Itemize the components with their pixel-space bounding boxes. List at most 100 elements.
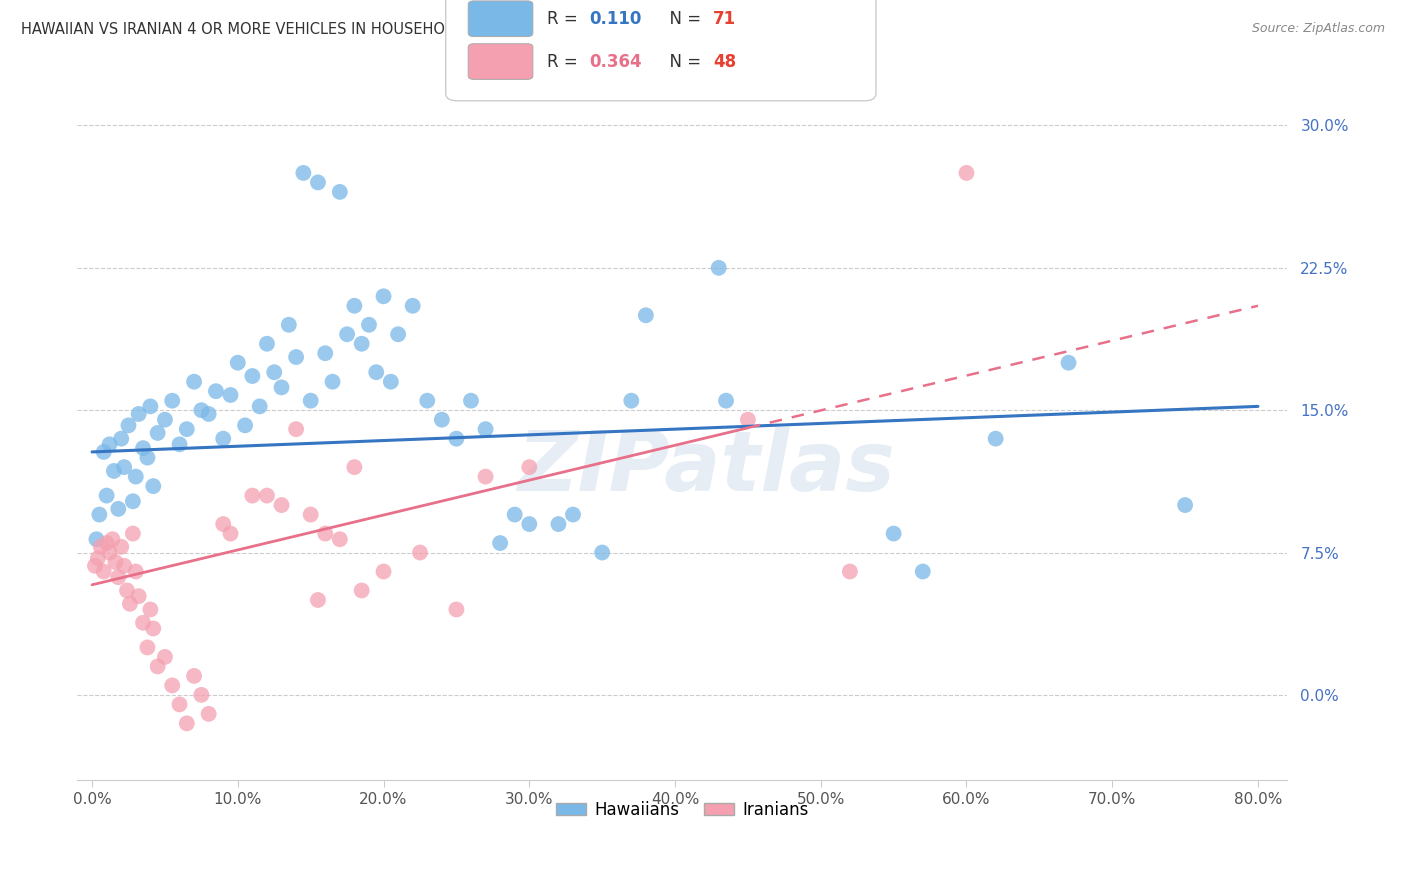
Point xyxy=(322,375,344,389)
Text: 71: 71 xyxy=(713,10,735,28)
Point xyxy=(90,540,112,554)
Point xyxy=(169,437,191,451)
Point xyxy=(142,622,165,636)
Point xyxy=(591,545,613,559)
Point xyxy=(446,602,468,616)
Point xyxy=(125,565,148,579)
Point xyxy=(249,400,271,414)
Point xyxy=(373,289,395,303)
Point xyxy=(409,545,432,559)
Point xyxy=(122,494,145,508)
Point xyxy=(176,716,198,731)
Point xyxy=(366,365,388,379)
Point xyxy=(737,412,759,426)
Point xyxy=(112,460,135,475)
Point xyxy=(373,565,395,579)
Point xyxy=(955,166,977,180)
Point xyxy=(160,393,183,408)
Point xyxy=(93,445,115,459)
Point xyxy=(402,299,425,313)
Point xyxy=(474,469,496,483)
Point xyxy=(517,460,540,475)
Point xyxy=(183,669,205,683)
Point xyxy=(132,615,155,630)
Point xyxy=(115,583,138,598)
Point xyxy=(911,565,934,579)
Point xyxy=(460,393,482,408)
Point xyxy=(430,412,453,426)
Point xyxy=(212,517,235,532)
Text: R =: R = xyxy=(547,10,583,28)
Point xyxy=(307,593,329,607)
Point xyxy=(96,536,118,550)
Point xyxy=(634,308,657,322)
Point xyxy=(103,464,125,478)
Point xyxy=(190,403,212,417)
Point xyxy=(517,517,540,532)
Point xyxy=(146,659,169,673)
Point xyxy=(197,706,219,721)
Point xyxy=(93,565,115,579)
Point xyxy=(89,508,111,522)
Point xyxy=(160,678,183,692)
Point xyxy=(212,432,235,446)
Point xyxy=(350,336,373,351)
Point xyxy=(110,432,132,446)
Point xyxy=(118,597,141,611)
Point xyxy=(104,555,127,569)
Point xyxy=(416,393,439,408)
Text: 48: 48 xyxy=(713,53,735,70)
Point xyxy=(107,570,129,584)
Point xyxy=(489,536,512,550)
Point xyxy=(307,175,329,189)
Point xyxy=(128,589,150,603)
Point xyxy=(883,526,905,541)
Point xyxy=(256,336,278,351)
Point xyxy=(219,388,242,402)
Point xyxy=(197,407,219,421)
Point xyxy=(299,393,322,408)
Point xyxy=(101,533,124,547)
Point xyxy=(329,533,352,547)
Point xyxy=(176,422,198,436)
Point xyxy=(240,489,263,503)
Point xyxy=(1057,356,1080,370)
Point xyxy=(96,489,118,503)
Point xyxy=(285,350,308,364)
Point xyxy=(1174,498,1197,512)
Point xyxy=(984,432,1007,446)
Point xyxy=(277,318,299,332)
Point xyxy=(380,375,402,389)
Point xyxy=(128,407,150,421)
Point xyxy=(87,551,110,566)
Point xyxy=(112,558,135,573)
Point xyxy=(240,369,263,384)
Point xyxy=(125,469,148,483)
Text: N =: N = xyxy=(659,53,707,70)
Text: Source: ZipAtlas.com: Source: ZipAtlas.com xyxy=(1251,22,1385,36)
Point xyxy=(285,422,308,436)
Point xyxy=(270,380,292,394)
Point xyxy=(343,460,366,475)
Point xyxy=(474,422,496,436)
Text: R =: R = xyxy=(547,53,583,70)
Point xyxy=(169,698,191,712)
Point xyxy=(139,602,162,616)
Point xyxy=(226,356,249,370)
Point xyxy=(299,508,322,522)
Point xyxy=(136,450,159,465)
Point xyxy=(350,583,373,598)
Point xyxy=(270,498,292,512)
Point xyxy=(292,166,315,180)
Point xyxy=(146,425,169,440)
Point xyxy=(233,418,256,433)
Point xyxy=(707,260,730,275)
Point xyxy=(263,365,285,379)
Point xyxy=(190,688,212,702)
Point xyxy=(838,565,860,579)
Point xyxy=(205,384,228,399)
Text: ZIPatlas: ZIPatlas xyxy=(517,426,896,508)
Text: 0.364: 0.364 xyxy=(589,53,641,70)
Point xyxy=(142,479,165,493)
Point xyxy=(153,649,176,664)
